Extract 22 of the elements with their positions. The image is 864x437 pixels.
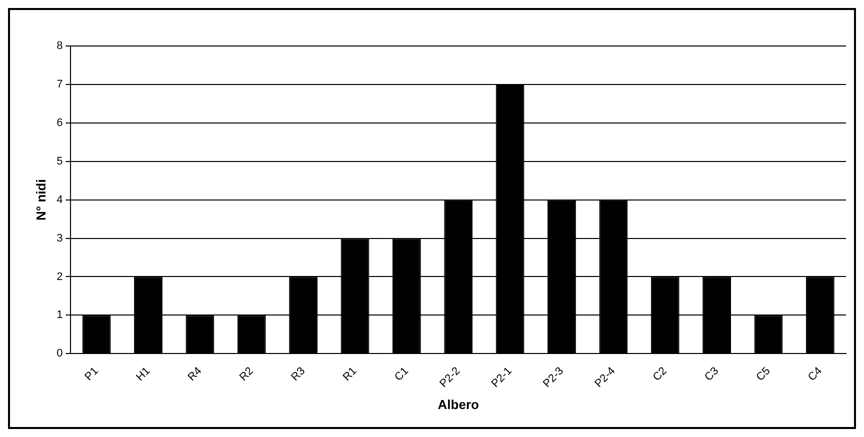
x-tick-label: C5 (754, 365, 773, 384)
y-tick-label: 4 (56, 194, 63, 206)
y-tick-label: 0 (56, 348, 63, 360)
x-tick-label: H1 (134, 365, 153, 384)
x-tick-label: C1 (392, 365, 411, 384)
x-tick-label: C4 (806, 365, 824, 384)
y-axis-title: N° nidi (33, 179, 48, 220)
y-tick-label: 7 (56, 78, 63, 90)
y-tick-label: 3 (56, 232, 63, 244)
x-tick-label: P1 (82, 365, 101, 384)
x-axis-title: Albero (438, 396, 480, 412)
x-tick-label: C2 (650, 365, 670, 384)
y-tick-label: 6 (56, 116, 63, 129)
x-tick-label: R3 (289, 365, 308, 384)
y-tick-label: 1 (56, 309, 63, 322)
x-tick-label: R4 (186, 365, 204, 384)
x-tick-label: R1 (340, 365, 360, 384)
x-tick-label: C3 (702, 365, 722, 384)
y-tick-label: 8 (56, 40, 63, 52)
y-tick-label: 5 (56, 155, 63, 168)
x-tick-label: R2 (237, 365, 256, 384)
y-tick-label: 2 (56, 270, 63, 283)
